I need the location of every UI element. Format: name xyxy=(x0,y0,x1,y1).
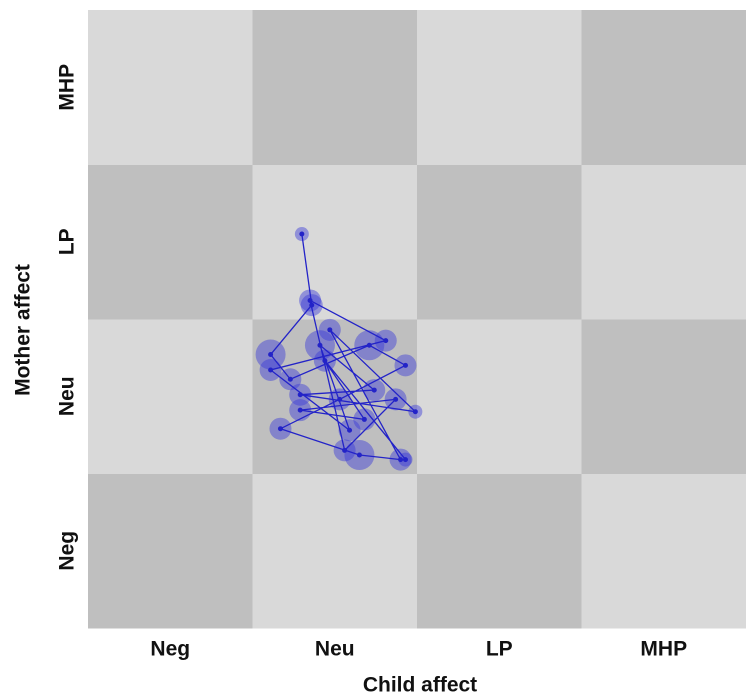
event-dot xyxy=(366,342,372,348)
event-dot xyxy=(342,447,348,453)
event-dot xyxy=(383,338,389,344)
event-dot xyxy=(398,457,404,463)
event-dot xyxy=(297,392,303,398)
x-tick-label: Neu xyxy=(315,638,355,661)
event-dot xyxy=(307,297,313,303)
event-dot xyxy=(402,362,408,368)
event-dot xyxy=(299,231,305,237)
event-dot xyxy=(277,426,283,432)
grid-cell xyxy=(252,10,418,165)
y-tick-label: Neu xyxy=(56,376,79,416)
grid-cell xyxy=(252,319,418,474)
event-dot xyxy=(347,427,353,433)
grid-cell xyxy=(252,473,418,629)
event-dot xyxy=(287,376,293,382)
event-dot xyxy=(297,407,303,413)
event-dot xyxy=(337,396,343,402)
event-dot xyxy=(268,352,274,358)
event-dot xyxy=(317,342,323,348)
y-tick-label: MHP xyxy=(56,64,79,111)
grid-cell xyxy=(417,10,582,165)
event-dot xyxy=(327,327,333,333)
x-tick-label: MHP xyxy=(640,638,687,661)
event-dot xyxy=(371,387,377,393)
y-tick-label: Neg xyxy=(56,531,79,571)
grid-cell xyxy=(252,164,418,320)
event-dot xyxy=(412,409,418,415)
event-dot xyxy=(361,416,367,422)
event-dot xyxy=(402,457,408,463)
event-dot xyxy=(322,358,328,364)
x-axis-title: Child affect xyxy=(363,674,477,697)
event-dot xyxy=(268,367,274,373)
event-dot xyxy=(393,396,399,402)
x-tick-label: Neg xyxy=(150,638,190,661)
event-dot xyxy=(309,302,315,308)
grid-cell xyxy=(417,473,582,629)
grid-cell xyxy=(581,10,746,165)
grid-cell xyxy=(417,164,582,320)
grid-cell xyxy=(581,473,746,629)
x-tick-label: LP xyxy=(486,638,513,661)
grid-cell xyxy=(88,319,253,474)
y-tick-label: LP xyxy=(56,228,79,255)
grid-cell xyxy=(581,319,746,474)
grid-cell xyxy=(88,473,253,629)
grid-cell xyxy=(88,164,253,320)
event-dot xyxy=(356,452,362,458)
grid-cell xyxy=(88,10,253,165)
y-axis-title: Mother affect xyxy=(12,264,35,396)
grid-cell xyxy=(417,319,582,474)
grid-cell xyxy=(581,164,746,320)
